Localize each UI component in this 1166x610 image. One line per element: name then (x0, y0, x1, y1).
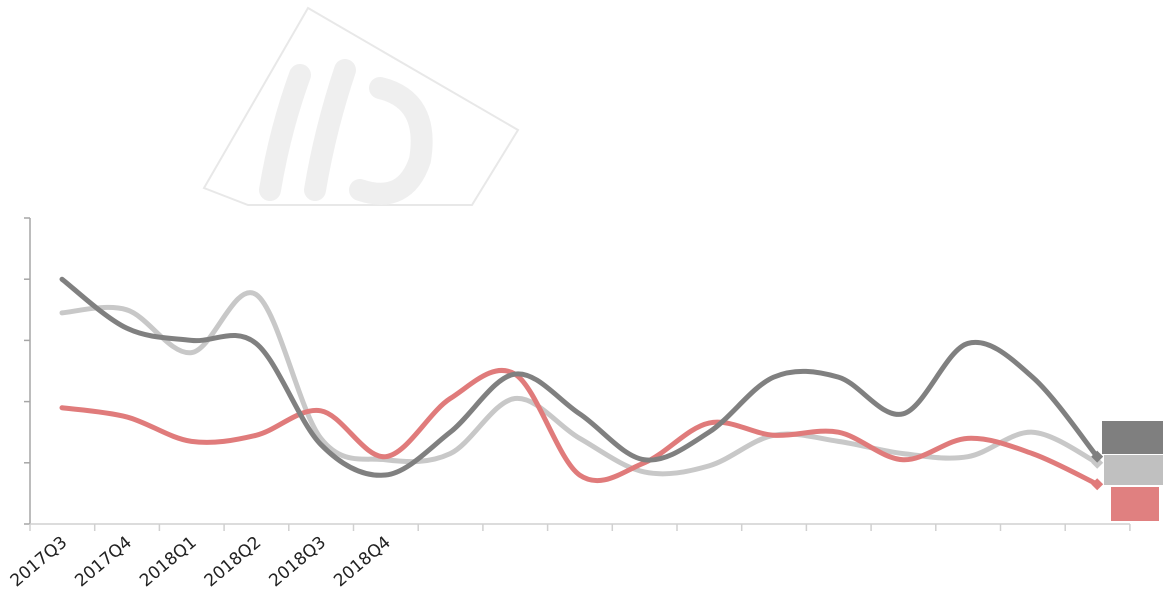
chart-axes (24, 217, 1131, 531)
x-tick-label: 2018Q4 (330, 533, 395, 592)
x-tick-label: 2018Q3 (265, 533, 330, 592)
series-end-tag-2 (1111, 487, 1159, 521)
series-line-1 (59, 290, 1100, 477)
series-line-2 (59, 367, 1100, 487)
series-end-tag-0 (1102, 421, 1163, 454)
chart-end-tags (1102, 421, 1163, 521)
series-end-marker-2 (1091, 478, 1104, 491)
series-end-tag-1 (1104, 455, 1163, 485)
x-tick-label: 2017Q4 (71, 533, 136, 592)
watermark-logo (202, 6, 520, 206)
x-tick-label: 2017Q3 (7, 533, 72, 592)
x-tick-labels: 2017Q3 2017Q4 2018Q1 2018Q2 2018Q3 2018Q4 (7, 533, 395, 592)
series-line-0 (59, 276, 1100, 478)
chart-end-markers (1091, 450, 1104, 491)
series-end-marker-1 (1091, 456, 1104, 469)
x-tick-label: 2018Q1 (136, 533, 201, 592)
x-tick-label: 2018Q2 (201, 533, 266, 592)
series-end-marker-0 (1091, 450, 1104, 463)
chart-series (59, 276, 1100, 487)
